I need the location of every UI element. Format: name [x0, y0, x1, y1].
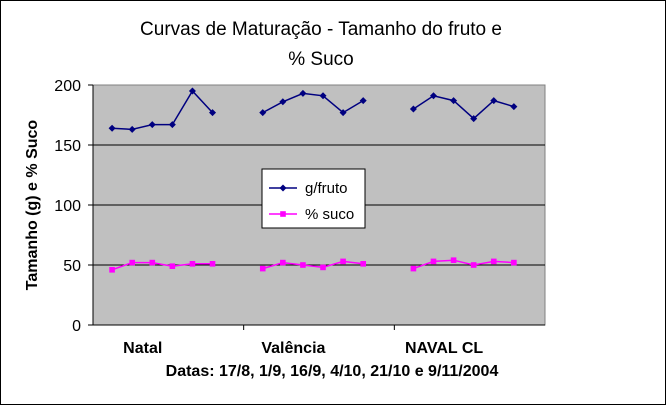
data-point [128, 125, 136, 133]
data-point [450, 257, 457, 263]
data-point [108, 124, 116, 132]
data-point [299, 89, 307, 97]
category-labels: Natal Valência NAVAL CL [123, 325, 483, 357]
data-point [430, 258, 437, 265]
category-label: Natal [123, 340, 162, 357]
y-tick-label: 200 [54, 78, 81, 95]
data-point [490, 258, 497, 265]
data-point [511, 259, 517, 266]
series--suco [109, 257, 517, 273]
data-point [169, 263, 176, 269]
category-label: Valência [261, 340, 325, 357]
y-ticks: 0 50 100 150 200 [54, 78, 93, 335]
y-axis-label: Tamanho (g) e % Suco [24, 120, 41, 291]
data-point [209, 261, 216, 267]
y-tick-label: 150 [54, 138, 81, 155]
data-point [470, 262, 477, 268]
data-point [279, 98, 287, 106]
series-g-fruto [108, 87, 518, 133]
data-point [360, 261, 366, 267]
data-point [410, 265, 417, 272]
data-point [450, 97, 458, 105]
series-line [262, 92, 364, 114]
legend-box [261, 168, 366, 229]
legend: g/fruto % suco [261, 168, 366, 229]
data-point [340, 258, 346, 265]
chart-title-line1: Curvas de Maturação - Tamanho do fruto e [140, 19, 502, 40]
data-point [259, 265, 266, 272]
chart-title-line2: % Suco [288, 49, 353, 70]
data-point [320, 264, 326, 271]
category-label: NAVAL CL [405, 340, 483, 357]
data-point [510, 103, 518, 111]
y-tick-label: 100 [54, 198, 81, 215]
data-point [279, 184, 287, 192]
data-point [129, 259, 135, 266]
y-tick-label: 0 [72, 318, 81, 335]
data-point [359, 97, 367, 105]
legend-label: g/fruto [305, 180, 348, 197]
data-point [259, 109, 267, 117]
data-point [189, 261, 196, 267]
data-point [280, 211, 286, 217]
series-line [111, 261, 213, 271]
data-point [490, 97, 498, 105]
data-point [339, 109, 347, 117]
series-line [413, 259, 514, 270]
data-point [470, 115, 478, 123]
data-point [300, 262, 306, 268]
data-point [409, 105, 417, 113]
data-point [149, 259, 156, 266]
data-point [430, 92, 438, 100]
x-axis-label: Datas: 17/8, 1/9, 16/9, 4/10, 21/10 e 9/… [166, 363, 499, 380]
data-point [148, 121, 156, 129]
data-point [280, 259, 286, 266]
data-point [209, 109, 217, 117]
series-line [413, 94, 515, 120]
data-point [319, 92, 327, 100]
data-point [109, 267, 115, 273]
series-layer [108, 87, 518, 273]
data-point [188, 87, 196, 95]
series-line [262, 260, 364, 270]
legend-label: % suco [305, 206, 354, 223]
data-point [168, 121, 176, 129]
y-tick-label: 50 [63, 258, 81, 275]
series-line [112, 89, 214, 131]
